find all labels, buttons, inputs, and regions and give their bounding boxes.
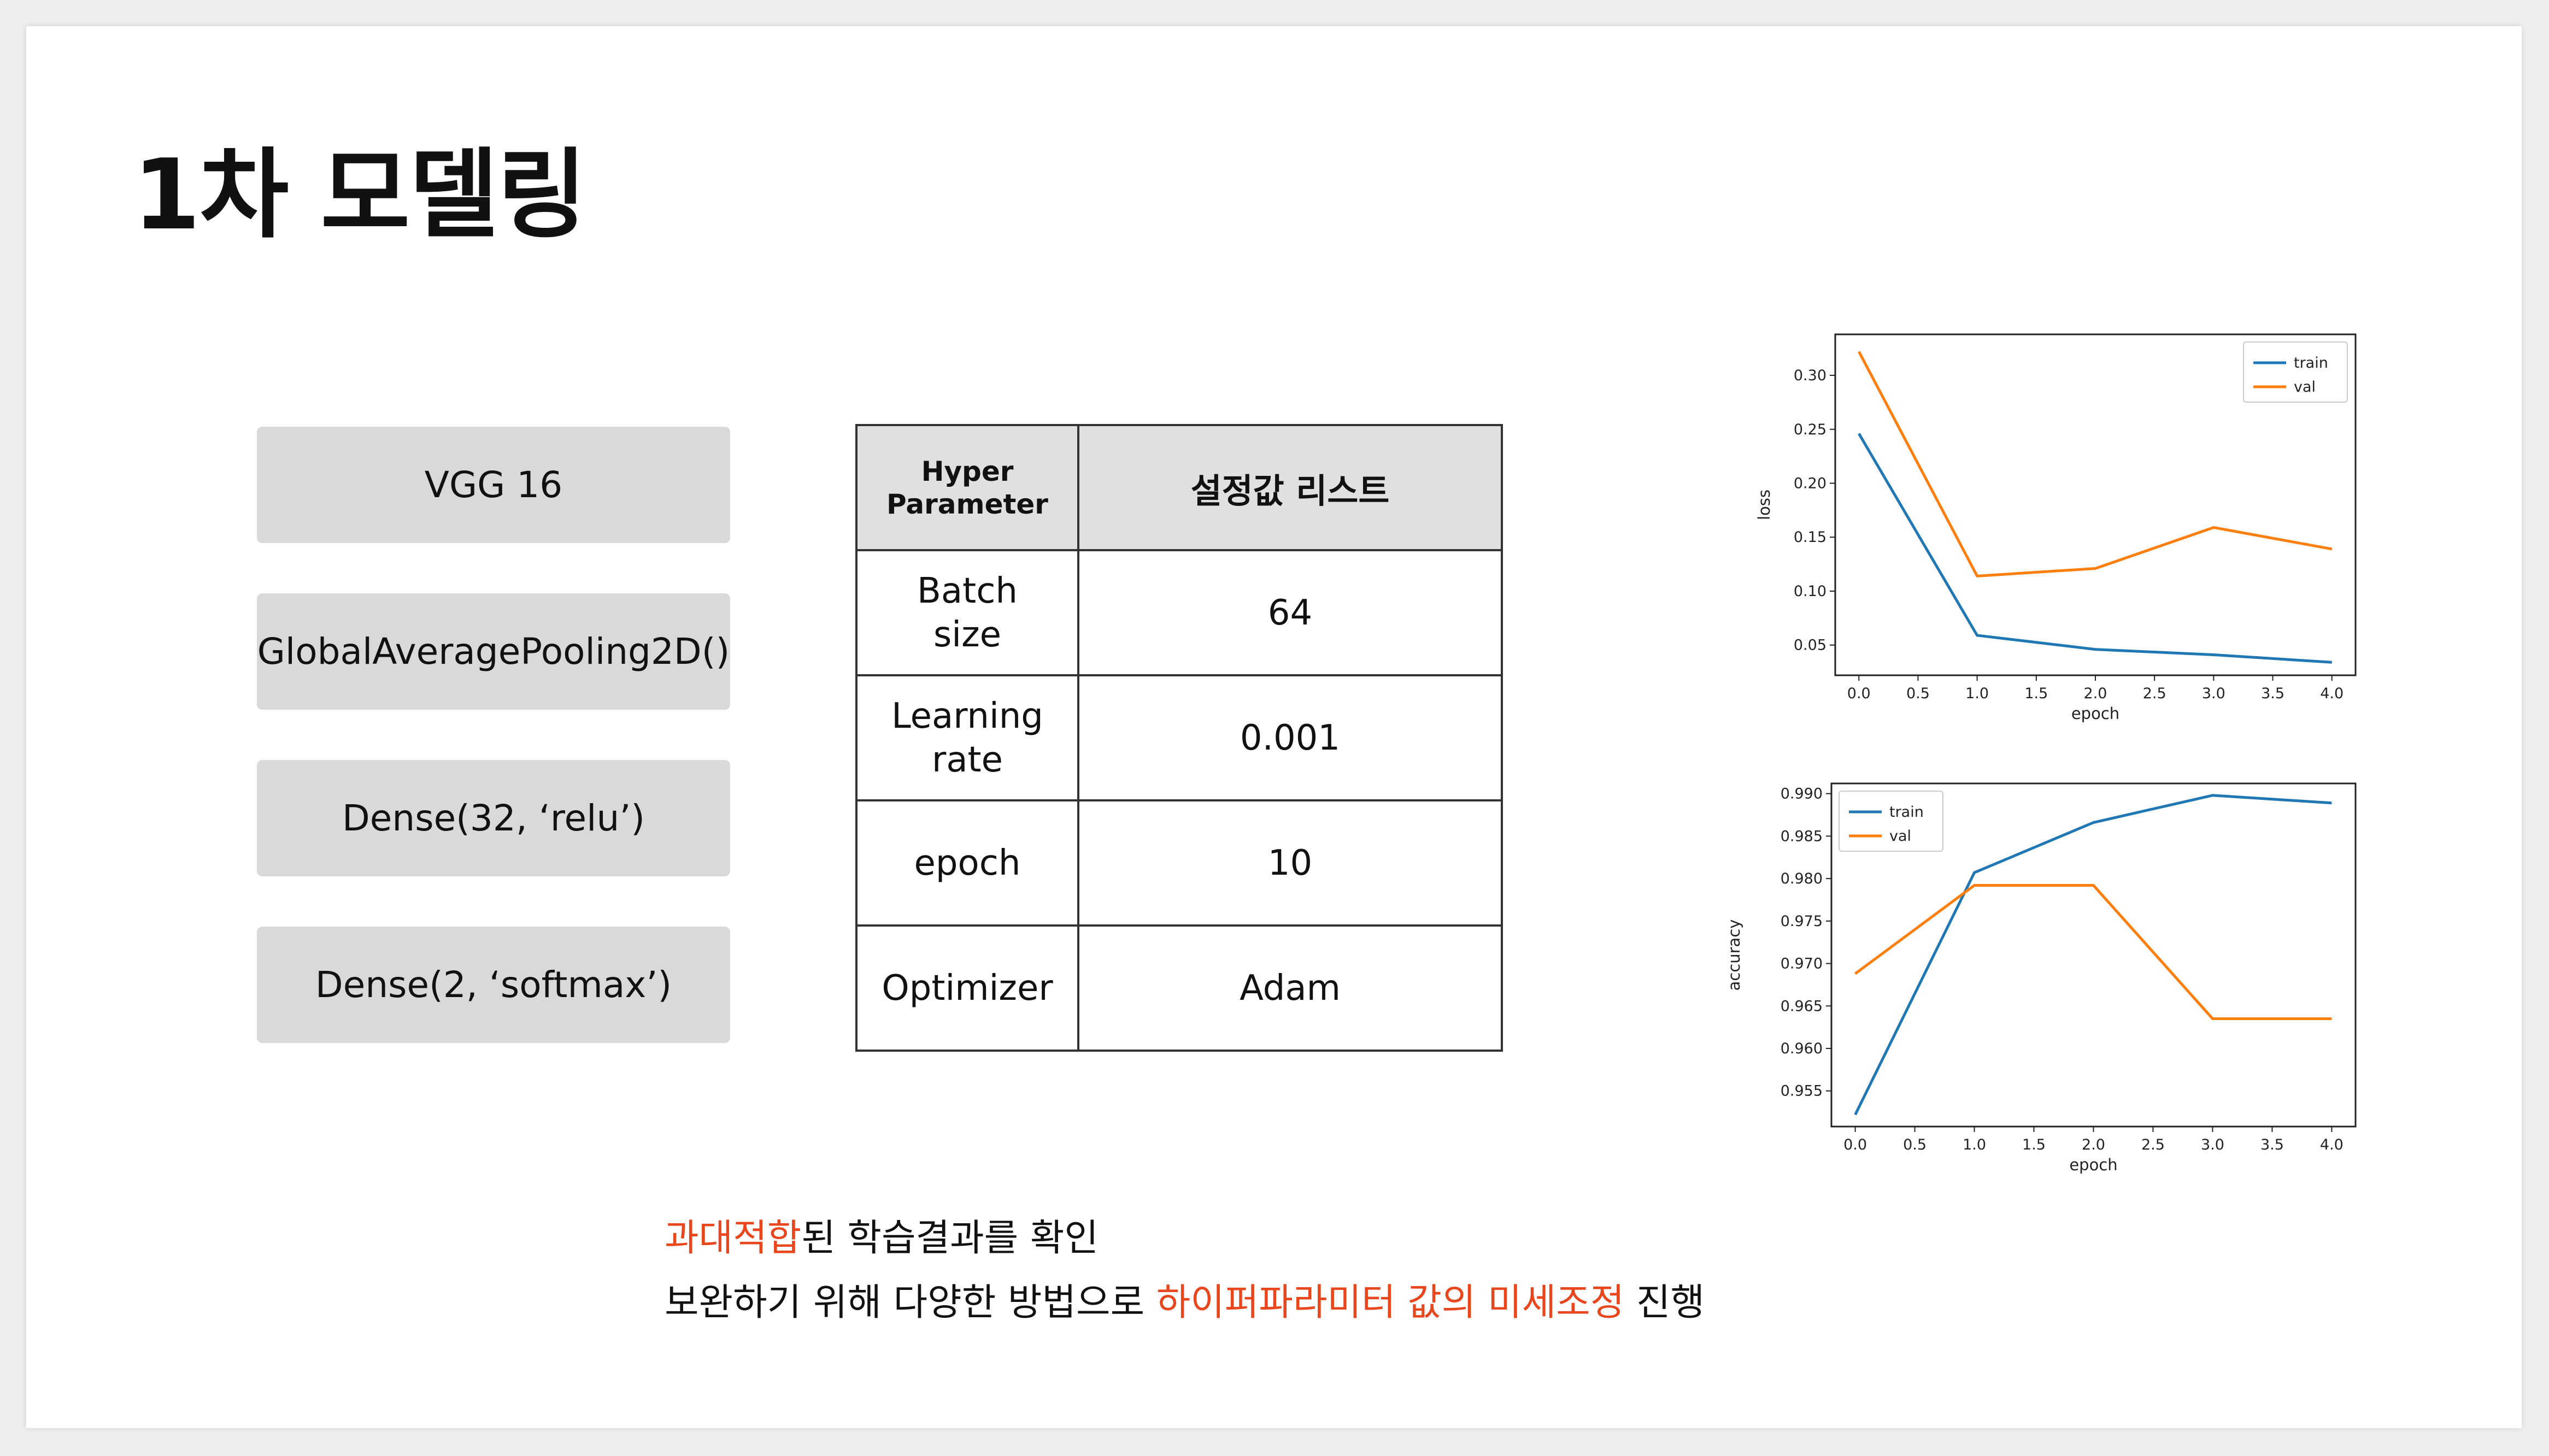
acc-series-val-line [1854,884,2332,1021]
acc-ytick-label: 0.975 [1781,913,1823,930]
row-value-batch-size: 64 [1077,549,1503,676]
loss-ytick-label: 0.25 [1794,421,1826,438]
loss-series-train-line [1858,433,2332,664]
loss-xtick-label: 0.5 [1906,685,1930,702]
row-value-optimizer: Adam [1077,924,1503,1052]
loss-ylabel: loss [1755,490,1773,520]
header-hyper-parameter-text: Hyper Parameter [886,455,1048,520]
accuracy-chart: 0.0 0.5 1.0 1.5 2.0 2.5 3.0 3.5 4.0 0.955 0.960 0.9… [1725,782,2357,1174]
loss-ytick-label: 0.20 [1794,475,1826,492]
loss-chart: 0.0 0.5 1.0 1.5 2.0 2.5 3.0 3.5 4.0 0.05 0.10 0.15 0… [1755,333,2357,723]
row-value-learning-rate: 0.001 [1077,674,1503,801]
acc-xtick-label: 0.5 [1903,1136,1927,1153]
caption-line-1-rest: 된 학습결과를 확인 [801,1217,1099,1260]
acc-ytick-label: 0.960 [1781,1040,1823,1057]
caption-highlight-hyperparameter: 하이퍼파라미터 값의 미세조정 [1156,1281,1625,1324]
loss-ytick-label: 0.05 [1794,637,1826,654]
layer-box-dense-relu: Dense(32, ‘relu’) [257,760,730,876]
table-row: Optimizer Adam [855,924,1503,1052]
caption-line-2: 보완하기 위해 다양한 방법으로 하이퍼파라미터 값의 미세조정 진행 [665,1272,1812,1326]
row-name-text: Learning rate [891,695,1043,780]
caption-highlight-overfitting: 과대적합 [665,1217,802,1260]
layer-box-gap: GlobalAveragePooling2D() [257,593,730,710]
acc-xtick-label: 1.5 [2022,1136,2046,1153]
caption-line-1: 과대적합된 학습결과를 확인 [665,1207,1812,1262]
loss-xtick-label: 2.0 [2084,685,2107,702]
table-row: epoch 10 [855,799,1503,927]
row-name-epoch: epoch [855,799,1079,927]
acc-xtick-label: 3.5 [2260,1136,2284,1153]
loss-xtick-label: 3.5 [2261,685,2284,702]
acc-xtick-label: 0.0 [1843,1136,1867,1153]
slide: 1차 모델링 VGG 16 GlobalAveragePooling2D() D… [26,26,2522,1428]
acc-xtick-label: 4.0 [2320,1136,2344,1153]
acc-ytick-label: 0.970 [1781,956,1823,972]
loss-xtick-label: 3.0 [2202,685,2225,702]
row-name-text: Batch size [917,570,1018,655]
acc-legend-label-val: val [1889,828,1911,845]
acc-xtick-label: 3.0 [2201,1136,2224,1153]
acc-ytick-label: 0.980 [1781,870,1823,887]
acc-ytick-label: 0.990 [1781,786,1823,803]
acc-ytick-label: 0.955 [1781,1083,1823,1100]
caption-line-2-prefix: 보완하기 위해 다양한 방법으로 [665,1281,1156,1324]
layer-box-vgg16: VGG 16 [257,427,730,543]
loss-ytick-label: 0.15 [1794,529,1826,546]
loss-xtick-label: 0.0 [1847,685,1871,702]
header-hyper-parameter: Hyper Parameter [855,424,1079,551]
acc-xtick-label: 2.5 [2141,1136,2165,1153]
table-row: Learning rate 0.001 [855,674,1503,801]
acc-ytick-label: 0.965 [1781,998,1823,1015]
loss-legend-label-val: val [2294,379,2316,396]
page-title: 1차 모델링 [133,138,587,251]
layer-box-dense-softmax: Dense(2, ‘softmax’) [257,927,730,1043]
row-name-batch-size: Batch size [855,549,1079,676]
table-header-row: Hyper Parameter 설정값 리스트 [855,424,1503,551]
acc-series-train-line [1854,794,2332,1116]
loss-legend-label-train: train [2294,355,2328,372]
row-value-epoch: 10 [1077,799,1503,927]
caption-line-2-suffix: 진행 [1624,1281,1705,1324]
loss-series-val-line [1858,351,2333,577]
acc-xtick-label: 2.0 [2082,1136,2105,1153]
acc-ylabel: accuracy [1725,919,1743,991]
row-name-learning-rate: Learning rate [855,674,1079,801]
row-name-optimizer: Optimizer [855,924,1079,1052]
loss-ytick-label: 0.10 [1794,583,1826,600]
loss-xtick-label: 4.0 [2320,685,2344,702]
acc-ytick-label: 0.985 [1781,828,1823,845]
acc-xtick-label: 1.0 [1963,1136,1986,1153]
acc-xlabel: epoch [2069,1156,2117,1174]
loss-xtick-label: 1.5 [2024,685,2048,702]
loss-xtick-label: 2.5 [2143,685,2166,702]
loss-xlabel: epoch [2071,704,2119,723]
loss-xtick-label: 1.0 [1965,685,1989,702]
table-row: Batch size 64 [855,549,1503,676]
header-setting-list: 설정값 리스트 [1077,424,1503,551]
acc-legend-label-train: train [1889,804,1924,821]
hyperparameter-table: Hyper Parameter 설정값 리스트 Batch size 64 Le… [855,424,1503,1052]
loss-ytick-label: 0.30 [1794,367,1826,384]
